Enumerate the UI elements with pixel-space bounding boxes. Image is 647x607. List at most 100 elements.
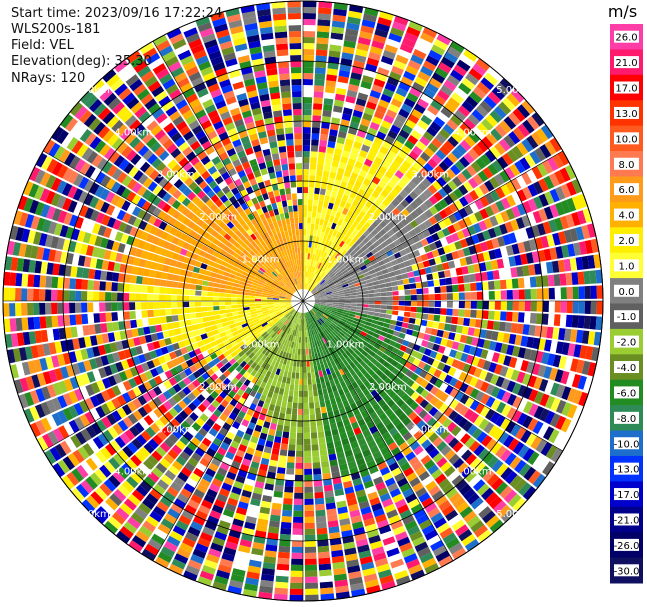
velocity-bin xyxy=(149,169,160,181)
velocity-bin xyxy=(475,390,485,402)
velocity-bin xyxy=(370,357,378,365)
velocity-bin xyxy=(532,454,545,469)
velocity-bin xyxy=(186,201,196,211)
velocity-bin xyxy=(230,340,238,347)
velocity-bin xyxy=(214,314,221,320)
velocity-bin xyxy=(311,254,316,261)
velocity-bin xyxy=(103,461,116,474)
velocity-bin xyxy=(396,134,407,145)
velocity-bin xyxy=(317,425,324,433)
velocity-bin xyxy=(309,229,314,236)
velocity-bin xyxy=(464,309,471,318)
velocity-bin xyxy=(438,187,448,198)
velocity-bin xyxy=(419,325,427,333)
velocity-bin xyxy=(100,175,111,187)
velocity-bin xyxy=(395,113,407,124)
velocity-bin xyxy=(308,324,311,331)
velocity-bin xyxy=(401,145,412,155)
velocity-bin xyxy=(311,322,316,329)
velocity-bin xyxy=(306,318,310,325)
velocity-bin xyxy=(164,370,174,379)
velocity-bin xyxy=(187,499,200,510)
velocity-bin xyxy=(341,175,350,183)
velocity-bin xyxy=(371,190,380,199)
velocity-bin xyxy=(310,348,315,355)
velocity-bin xyxy=(352,320,359,325)
velocity-bin xyxy=(243,371,251,379)
velocity-bin xyxy=(255,323,262,328)
velocity-bin xyxy=(532,210,543,224)
velocity-bin xyxy=(126,191,137,202)
velocity-bin xyxy=(479,183,490,195)
velocity-bin xyxy=(333,573,348,582)
velocity-bin xyxy=(192,398,202,408)
velocity-bin xyxy=(255,291,262,295)
velocity-bin xyxy=(428,432,439,443)
velocity-bin xyxy=(362,301,369,304)
velocity-bin xyxy=(316,383,322,390)
velocity-bin xyxy=(331,471,341,479)
velocity-bin xyxy=(22,181,34,196)
velocity-bin xyxy=(541,313,549,325)
velocity-bin xyxy=(360,183,369,192)
velocity-bin xyxy=(315,313,320,319)
velocity-bin xyxy=(255,307,262,311)
velocity-bin xyxy=(173,373,183,383)
velocity-bin xyxy=(167,449,179,460)
velocity-bin xyxy=(426,126,438,137)
velocity-bin xyxy=(51,126,64,141)
velocity-bin xyxy=(249,336,257,343)
velocity-bin xyxy=(416,301,423,307)
velocity-bin xyxy=(303,402,309,409)
velocity-bin xyxy=(121,200,131,212)
velocity-bin xyxy=(320,257,325,264)
velocity-bin xyxy=(235,449,245,458)
velocity-bin xyxy=(112,321,120,331)
velocity-bin xyxy=(325,436,333,444)
velocity-bin xyxy=(433,279,441,287)
velocity-bin xyxy=(261,275,268,280)
velocity-bin xyxy=(192,224,201,233)
velocity-bin xyxy=(314,304,321,308)
velocity-bin xyxy=(248,381,255,390)
velocity-bin xyxy=(231,290,238,295)
velocity-bin xyxy=(103,479,117,492)
velocity-bin xyxy=(386,229,395,237)
velocity-bin xyxy=(296,336,300,343)
velocity-bin xyxy=(470,161,482,173)
velocity-bin xyxy=(321,461,330,468)
velocity-bin xyxy=(352,109,363,118)
velocity-bin xyxy=(488,67,503,82)
velocity-bin xyxy=(250,553,263,562)
velocity-bin xyxy=(63,290,70,301)
velocity-bin xyxy=(295,462,303,469)
velocity-bin xyxy=(247,510,259,519)
velocity-bin xyxy=(328,392,335,400)
velocity-bin xyxy=(21,273,29,287)
velocity-bin xyxy=(320,593,335,601)
velocity-bin xyxy=(322,357,327,364)
velocity-bin xyxy=(45,316,53,328)
velocity-bin xyxy=(415,312,423,319)
velocity-bin xyxy=(589,316,597,330)
velocity-bin xyxy=(275,479,285,486)
velocity-bin xyxy=(285,296,292,299)
velocity-bin xyxy=(204,355,213,364)
velocity-bin xyxy=(172,383,182,393)
velocity-bin xyxy=(227,248,235,256)
velocity-bin xyxy=(257,284,264,288)
velocity-bin xyxy=(569,228,579,242)
velocity-bin xyxy=(197,322,205,329)
velocity-bin xyxy=(199,478,211,489)
velocity-bin xyxy=(344,305,351,309)
velocity-bin xyxy=(184,319,192,326)
velocity-bin xyxy=(248,323,255,329)
velocity-bin xyxy=(191,342,199,350)
velocity-bin xyxy=(225,503,237,513)
velocity-bin xyxy=(280,521,292,529)
velocity-bin xyxy=(212,581,227,591)
velocity-bin xyxy=(36,344,45,358)
velocity-bin xyxy=(380,446,390,456)
velocity-bin xyxy=(428,294,435,301)
velocity-bin xyxy=(464,292,471,300)
